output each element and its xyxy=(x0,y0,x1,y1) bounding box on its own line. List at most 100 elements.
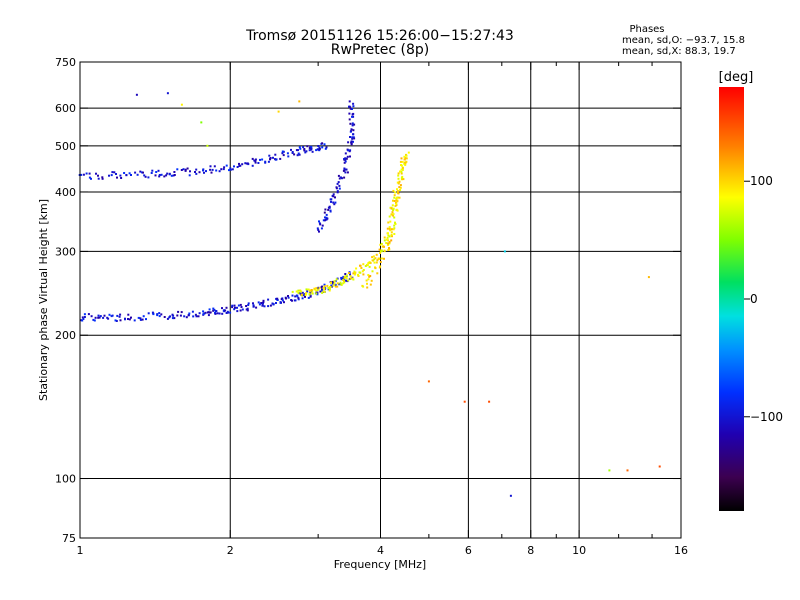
data-point xyxy=(116,314,119,317)
data-point xyxy=(344,273,347,275)
data-point xyxy=(224,309,227,312)
data-point xyxy=(183,315,186,318)
data-point xyxy=(359,271,362,274)
data-point xyxy=(322,290,325,293)
data-point xyxy=(240,306,243,308)
data-point xyxy=(608,469,611,472)
data-point xyxy=(236,310,239,313)
data-point xyxy=(351,108,353,110)
data-point xyxy=(212,309,215,312)
data-point xyxy=(93,319,96,322)
data-point xyxy=(335,278,338,281)
data-point xyxy=(186,167,189,170)
data-point xyxy=(367,274,370,276)
axis-ticks xyxy=(79,61,682,539)
data-point xyxy=(136,173,139,176)
data-point xyxy=(342,282,345,285)
data-point xyxy=(350,141,353,144)
data-point xyxy=(340,276,343,279)
data-point xyxy=(214,311,216,314)
data-point xyxy=(373,261,376,264)
data-point xyxy=(83,316,86,318)
data-point xyxy=(332,195,335,198)
data-point xyxy=(383,239,386,242)
data-point xyxy=(83,313,86,316)
data-point xyxy=(283,301,285,304)
data-point xyxy=(333,203,336,206)
data-point xyxy=(386,227,389,230)
data-point xyxy=(198,312,201,315)
data-point xyxy=(301,297,304,300)
data-point xyxy=(173,171,176,173)
data-point xyxy=(223,166,226,169)
data-point xyxy=(332,193,335,196)
y-tick-label: 400 xyxy=(55,186,76,199)
data-point xyxy=(233,304,236,307)
data-point xyxy=(316,227,319,230)
data-point xyxy=(90,315,93,318)
data-point xyxy=(280,298,283,301)
data-point xyxy=(115,173,117,175)
data-point xyxy=(323,143,326,146)
data-point xyxy=(330,198,333,201)
data-point xyxy=(371,256,374,259)
data-point xyxy=(351,115,353,118)
data-point xyxy=(245,305,248,307)
data-point xyxy=(394,191,397,194)
data-point xyxy=(209,165,212,168)
data-point xyxy=(393,227,396,230)
data-point xyxy=(315,287,318,290)
data-point xyxy=(330,285,333,288)
y-tick-label: 600 xyxy=(55,102,76,115)
data-point xyxy=(281,150,284,153)
data-point xyxy=(94,316,97,319)
data-point xyxy=(323,211,326,214)
data-point xyxy=(346,274,348,277)
data-point xyxy=(399,189,402,191)
data-point xyxy=(307,288,310,291)
data-point xyxy=(206,144,209,147)
data-point xyxy=(369,262,372,264)
data-point xyxy=(348,118,351,121)
colorbar-tick-label: 0 xyxy=(750,292,758,306)
data-point xyxy=(151,169,154,172)
data-point xyxy=(346,155,349,158)
data-point xyxy=(92,318,95,321)
data-point xyxy=(252,302,254,305)
data-point xyxy=(177,310,180,313)
data-point xyxy=(321,291,324,294)
data-point xyxy=(218,170,221,173)
data-point xyxy=(323,290,326,293)
data-point xyxy=(336,190,339,193)
data-point xyxy=(383,257,385,260)
data-point xyxy=(108,313,111,316)
data-point xyxy=(388,226,391,229)
data-point xyxy=(221,312,224,315)
data-point xyxy=(315,289,317,292)
data-point xyxy=(234,306,236,309)
data-point xyxy=(262,299,265,302)
data-point xyxy=(392,228,395,231)
data-point xyxy=(352,140,354,143)
data-point xyxy=(375,253,378,256)
data-point xyxy=(202,313,205,316)
data-point xyxy=(401,168,404,171)
data-point xyxy=(210,171,213,174)
data-point xyxy=(351,136,354,139)
data-point xyxy=(322,219,325,222)
data-point xyxy=(350,128,353,131)
data-point xyxy=(334,283,337,286)
data-point xyxy=(347,279,350,282)
data-point xyxy=(302,146,305,149)
data-point xyxy=(170,174,173,177)
data-point xyxy=(269,158,271,161)
data-point xyxy=(387,232,389,235)
data-point xyxy=(119,319,122,322)
data-point xyxy=(238,164,241,167)
data-point xyxy=(101,177,104,180)
data-point xyxy=(400,164,403,167)
data-point xyxy=(329,210,332,213)
data-point xyxy=(349,136,351,138)
data-point xyxy=(231,304,234,307)
data-point xyxy=(185,316,188,319)
